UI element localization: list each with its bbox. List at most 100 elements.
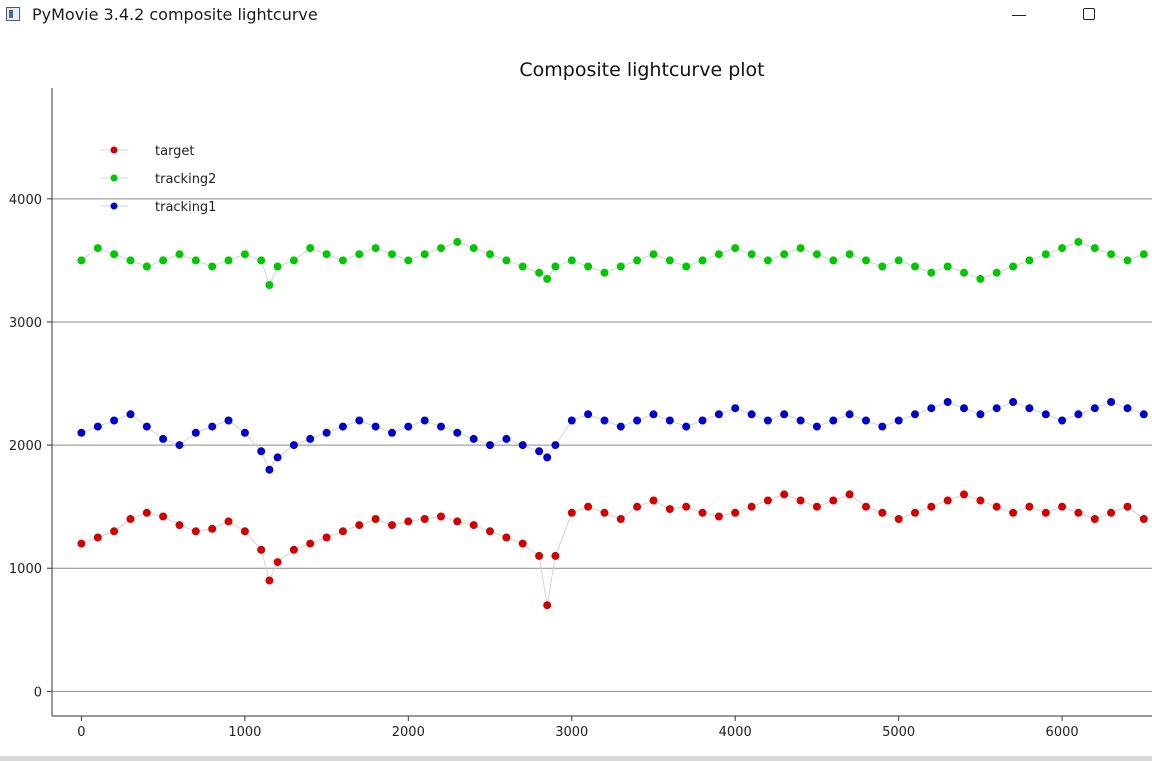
point-tracking1-40 xyxy=(698,416,707,425)
point-tracking2-42 xyxy=(731,244,740,253)
point-target-35 xyxy=(616,515,625,523)
point-target-31 xyxy=(551,551,560,560)
point-tracking2-22 xyxy=(420,250,429,259)
tick-label-x-6000: 6000 xyxy=(1046,725,1079,740)
point-tracking1-47 xyxy=(812,422,821,431)
point-tracking2-11 xyxy=(257,256,266,265)
point-target-0 xyxy=(77,539,86,548)
point-target-52 xyxy=(894,515,903,523)
point-tracking2-38 xyxy=(665,256,674,265)
point-tracking2-12 xyxy=(265,281,274,289)
point-target-17 xyxy=(338,527,347,536)
point-tracking1-18 xyxy=(355,416,364,425)
point-tracking2-65 xyxy=(1107,250,1116,259)
tick-label-y-4000: 4000 xyxy=(9,193,42,208)
point-target-21 xyxy=(404,517,413,526)
point-target-13 xyxy=(273,558,282,567)
maximize-button[interactable] xyxy=(1066,0,1112,28)
point-target-14 xyxy=(289,545,298,554)
point-target-57 xyxy=(976,496,985,505)
point-target-18 xyxy=(355,521,364,530)
point-target-12 xyxy=(265,576,274,585)
point-tracking2-3 xyxy=(126,256,135,265)
point-target-7 xyxy=(191,527,200,536)
point-target-45 xyxy=(780,490,789,499)
point-target-54 xyxy=(927,502,936,511)
point-target-23 xyxy=(437,512,445,521)
point-tracking1-54 xyxy=(927,404,936,413)
point-tracking1-55 xyxy=(943,398,952,406)
point-target-48 xyxy=(829,496,838,505)
point-tracking2-4 xyxy=(142,262,151,271)
point-tracking1-26 xyxy=(486,441,494,450)
point-tracking2-64 xyxy=(1090,244,1099,253)
point-tracking2-55 xyxy=(943,262,952,271)
point-tracking1-32 xyxy=(567,416,576,425)
point-target-28 xyxy=(518,539,527,548)
point-tracking1-39 xyxy=(682,422,691,431)
point-tracking2-36 xyxy=(633,256,642,265)
point-tracking1-66 xyxy=(1123,404,1132,413)
point-tracking2-67 xyxy=(1139,250,1148,259)
point-tracking1-49 xyxy=(845,410,854,419)
point-target-36 xyxy=(633,502,642,511)
point-tracking1-17 xyxy=(338,422,347,431)
bottom-border xyxy=(0,756,1152,761)
point-tracking2-44 xyxy=(763,256,772,265)
legend-label-tracking1: tracking1 xyxy=(155,200,216,215)
point-tracking2-21 xyxy=(404,256,413,265)
lightcurve-chart[interactable]: Composite lightcurve plot 0 1000 2000 3000 40… xyxy=(0,30,1152,761)
point-tracking2-63 xyxy=(1074,237,1083,246)
point-tracking1-25 xyxy=(469,434,478,443)
tick-label-y-2000: 2000 xyxy=(9,439,42,454)
point-tracking1-19 xyxy=(371,422,380,431)
point-tracking1-31 xyxy=(551,441,560,450)
point-target-50 xyxy=(862,502,870,511)
point-tracking2-35 xyxy=(616,262,625,271)
point-target-34 xyxy=(600,508,609,517)
plot-area[interactable]: Composite lightcurve plot 0 1000 2000 3000 40… xyxy=(0,30,1152,761)
point-target-16 xyxy=(322,533,331,542)
point-tracking1-12 xyxy=(265,465,274,474)
point-tracking1-33 xyxy=(584,410,593,419)
point-target-4 xyxy=(142,508,151,517)
tick-label-y-3000: 3000 xyxy=(9,316,42,331)
point-tracking1-67 xyxy=(1139,410,1148,419)
point-tracking1-11 xyxy=(257,447,266,456)
point-tracking1-63 xyxy=(1074,410,1083,419)
point-tracking1-1 xyxy=(93,422,102,431)
point-target-22 xyxy=(420,515,429,523)
point-tracking1-3 xyxy=(126,410,135,419)
point-target-37 xyxy=(649,496,658,505)
point-target-51 xyxy=(878,508,887,517)
point-tracking1-28 xyxy=(518,441,527,450)
point-tracking2-39 xyxy=(682,262,691,271)
point-tracking1-4 xyxy=(142,422,151,431)
point-tracking2-51 xyxy=(878,262,887,271)
point-tracking2-17 xyxy=(338,256,347,265)
point-tracking1-35 xyxy=(616,422,625,431)
point-tracking2-7 xyxy=(191,256,200,265)
point-target-66 xyxy=(1123,502,1132,511)
point-tracking1-56 xyxy=(960,404,968,413)
point-target-25 xyxy=(469,521,478,530)
point-tracking2-8 xyxy=(208,262,217,271)
point-tracking1-41 xyxy=(714,410,723,419)
point-target-47 xyxy=(812,502,821,511)
tick-label-y-0: 0 xyxy=(34,685,42,700)
point-tracking1-59 xyxy=(1009,398,1018,406)
point-tracking2-9 xyxy=(224,256,233,265)
point-tracking2-1 xyxy=(93,244,102,253)
point-tracking1-50 xyxy=(862,416,870,425)
tick-label-x-0: 0 xyxy=(77,725,85,740)
point-tracking1-27 xyxy=(502,434,511,443)
point-tracking1-57 xyxy=(976,410,985,419)
point-target-26 xyxy=(486,527,494,536)
minimize-button[interactable] xyxy=(996,0,1042,28)
point-target-24 xyxy=(453,517,462,526)
tick-label-x-1000: 1000 xyxy=(228,725,261,740)
point-tracking2-16 xyxy=(322,250,331,259)
point-tracking2-18 xyxy=(355,250,364,259)
point-target-62 xyxy=(1058,502,1067,511)
tick-label-y-1000: 1000 xyxy=(9,562,42,577)
